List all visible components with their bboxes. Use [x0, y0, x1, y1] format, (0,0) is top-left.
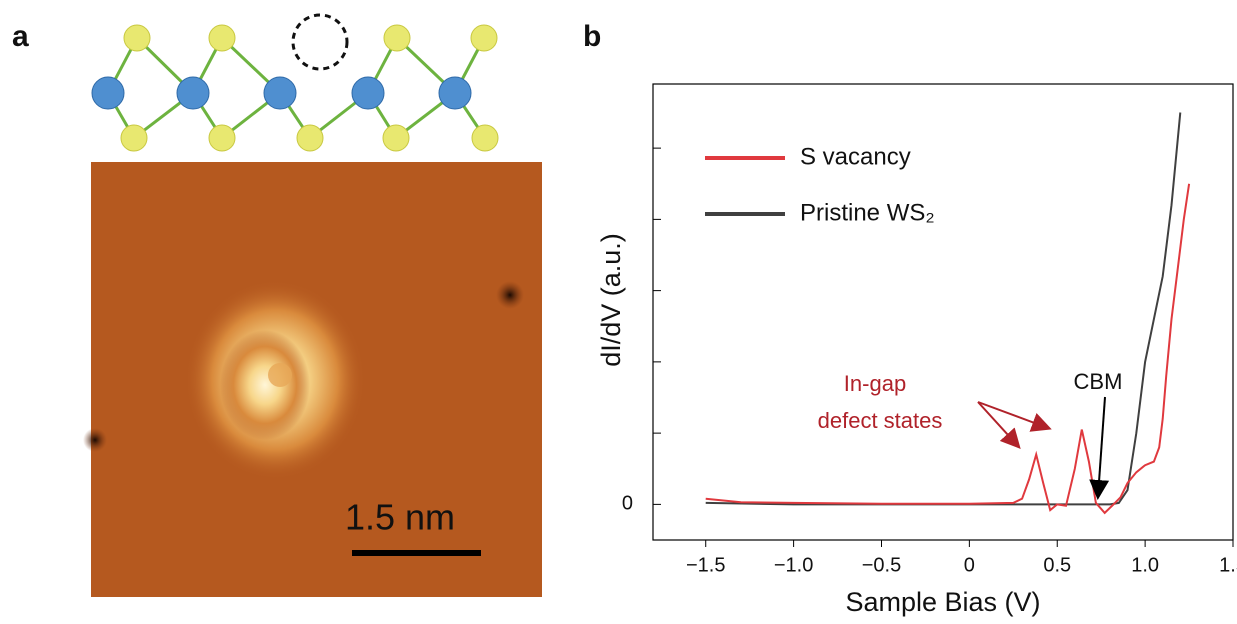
x-tick-label: −1.0: [774, 554, 813, 576]
x-axis-label: Sample Bias (V): [845, 587, 1040, 617]
x-tick-label: 1.0: [1131, 554, 1159, 576]
annotation: CBM: [1074, 369, 1123, 394]
annotation: In-gap: [844, 371, 906, 396]
arrow: [1089, 396, 1110, 500]
y-tick-label: 0: [622, 493, 633, 515]
stm-image: 1.5 nm: [83, 162, 542, 597]
x-tick-label: 1.5: [1219, 554, 1237, 576]
legend-label: Pristine WS₂: [800, 199, 935, 226]
plot-frame: [652, 83, 1234, 541]
arrow: [977, 401, 1021, 449]
x-tick-label: −0.5: [862, 554, 901, 576]
data-line: [705, 183, 1191, 515]
legend-label: S vacancy: [800, 143, 911, 170]
arrow: [977, 401, 1052, 432]
data-line: [705, 112, 1182, 506]
x-tick-label: −1.5: [686, 554, 725, 576]
y-axis-label: dI/dV (a.u.): [596, 233, 626, 367]
annotation: defect states: [818, 408, 943, 433]
scale-bar-label: 1.5 nm: [345, 497, 455, 538]
x-tick-label: 0.5: [1043, 554, 1071, 576]
ws2-structure: [91, 13, 499, 152]
panel-label: b: [583, 20, 601, 53]
chart: −1.5 −1.0 −0.5 0 0.5 1.0 1.5 0 Sample Bias (V) dI…: [596, 83, 1237, 617]
panel-label: a: [12, 20, 29, 53]
x-tick-label: 0: [964, 554, 975, 576]
